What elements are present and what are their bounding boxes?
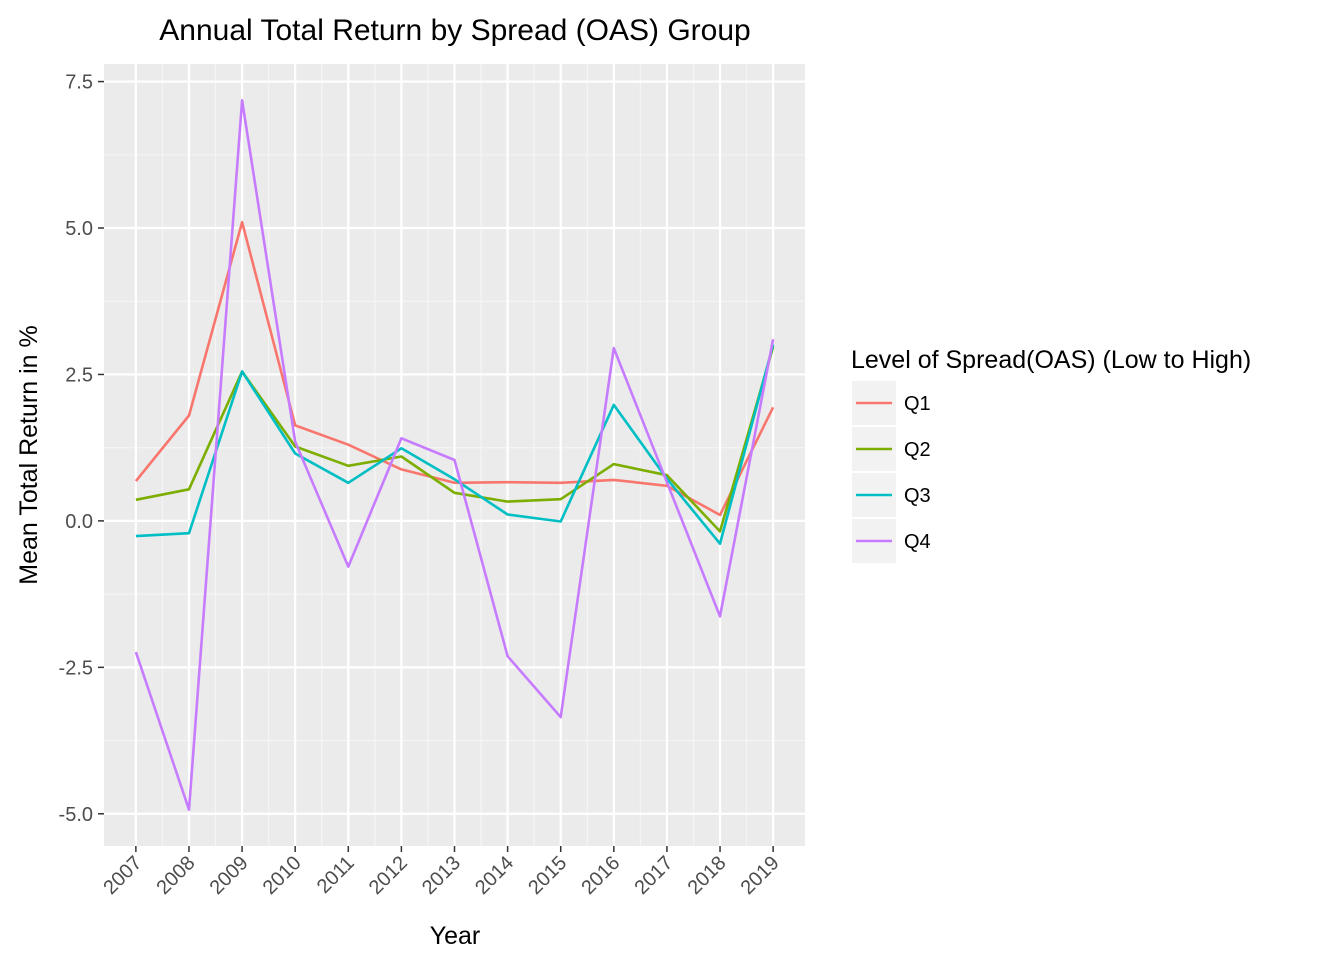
y-tick-label: 0.0 (65, 511, 93, 533)
y-axis-title: Mean Total Return in % (15, 325, 43, 584)
major-gridlines (104, 64, 805, 846)
legend-label: Q1 (904, 393, 931, 415)
y-tick-label: 7.5 (65, 72, 93, 94)
minor-gridlines (104, 64, 805, 846)
x-tick-label: 2017 (630, 852, 677, 899)
legend-label: Q4 (904, 531, 931, 553)
x-tick-label: 2019 (737, 852, 784, 899)
x-tick-label: 2007 (99, 852, 146, 899)
series-line-q4 (134, 99, 775, 812)
x-tick-label: 2013 (418, 852, 465, 899)
x-tick-label: 2014 (471, 852, 518, 899)
x-tick-label: 2012 (365, 852, 412, 899)
legend-label: Q2 (904, 439, 931, 461)
series-lines (134, 99, 775, 812)
y-tick-label: 2.5 (65, 364, 93, 386)
y-tick-label: -5.0 (59, 804, 93, 826)
x-tick-label: 2015 (524, 852, 571, 899)
legend-item-q1: Q1 (852, 381, 931, 425)
legend-items: Q1 Q2 Q3 Q4 (852, 381, 931, 563)
legend-item-q3: Q3 (852, 473, 931, 517)
legend-title: Level of Spread(OAS) (Low to High) (851, 346, 1251, 374)
x-tick-label: 2018 (684, 852, 731, 899)
chart-title: Annual Total Return by Spread (OAS) Grou… (159, 14, 750, 47)
x-axis: 2007 2008 2009 2010 2011 2012 2013 2014 2015 2016… (99, 846, 784, 899)
y-axis: -5.0 -2.5 0.0 2.5 5.0 7.5 (59, 72, 104, 826)
y-tick-label: 5.0 (65, 218, 93, 240)
x-axis-title: Year (430, 922, 481, 950)
legend-item-q4: Q4 (852, 519, 931, 563)
x-tick-label: 2008 (152, 852, 199, 899)
legend-item-q2: Q2 (852, 427, 931, 471)
series-line-q1 (134, 220, 775, 517)
x-tick-label: 2010 (259, 852, 306, 899)
x-tick-label: 2009 (206, 852, 253, 899)
x-tick-label: 2011 (313, 852, 359, 898)
legend: Level of Spread(OAS) (Low to High) Q1Q2Q… (851, 346, 1251, 563)
legend-label: Q3 (904, 485, 931, 507)
x-tick-label: 2016 (577, 852, 624, 899)
y-tick-label: -2.5 (59, 657, 93, 679)
